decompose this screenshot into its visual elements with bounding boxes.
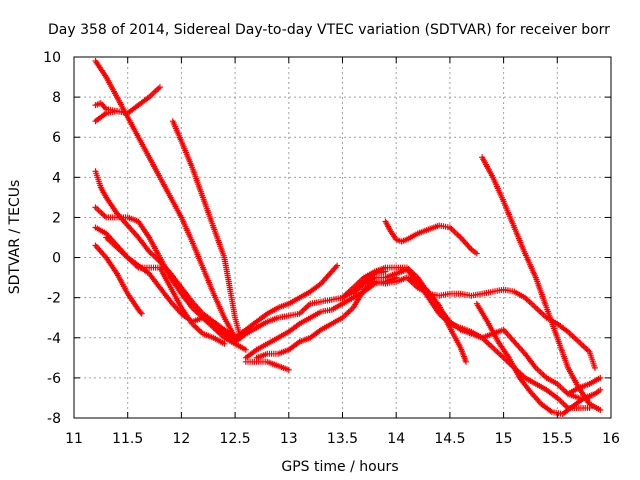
x-tick-label: 12.5	[220, 431, 251, 447]
x-tick-label: 14	[387, 431, 405, 447]
x-tick-label: 13.5	[327, 431, 358, 447]
y-tick-label: 4	[52, 170, 61, 186]
x-axis-label: GPS time / hours	[281, 459, 398, 475]
y-tick-label: -2	[47, 291, 61, 307]
x-tick-label: 16	[602, 431, 620, 447]
y-tick-label: -4	[47, 331, 61, 347]
x-tick-label: 15	[495, 431, 513, 447]
y-tick-label: 8	[52, 90, 61, 106]
y-tick-label: 2	[52, 210, 61, 226]
y-axis-label: SDTVAR / TECUs	[7, 180, 23, 295]
sdtvar-chart: 11 11.5 12 12.5 13 13.5 14 14.5 15 15.5 16 -8 -6 -4 -…	[0, 0, 640, 480]
x-tick-label: 14.5	[434, 431, 465, 447]
x-tick-label: 15.5	[542, 431, 573, 447]
x-tick-label: 13	[280, 431, 298, 447]
y-tick-label: 10	[43, 50, 61, 66]
chart-title: Day 358 of 2014, Sidereal Day-to-day VTE…	[48, 22, 610, 38]
y-tick-label: 0	[52, 251, 61, 267]
x-tick-label: 11.5	[112, 431, 143, 447]
y-tick-label: -8	[47, 411, 61, 427]
y-tick-label: 6	[52, 130, 61, 146]
y-tick-label: -6	[47, 371, 61, 387]
x-tick-label: 12	[172, 431, 190, 447]
x-tick-label: 11	[65, 431, 83, 447]
